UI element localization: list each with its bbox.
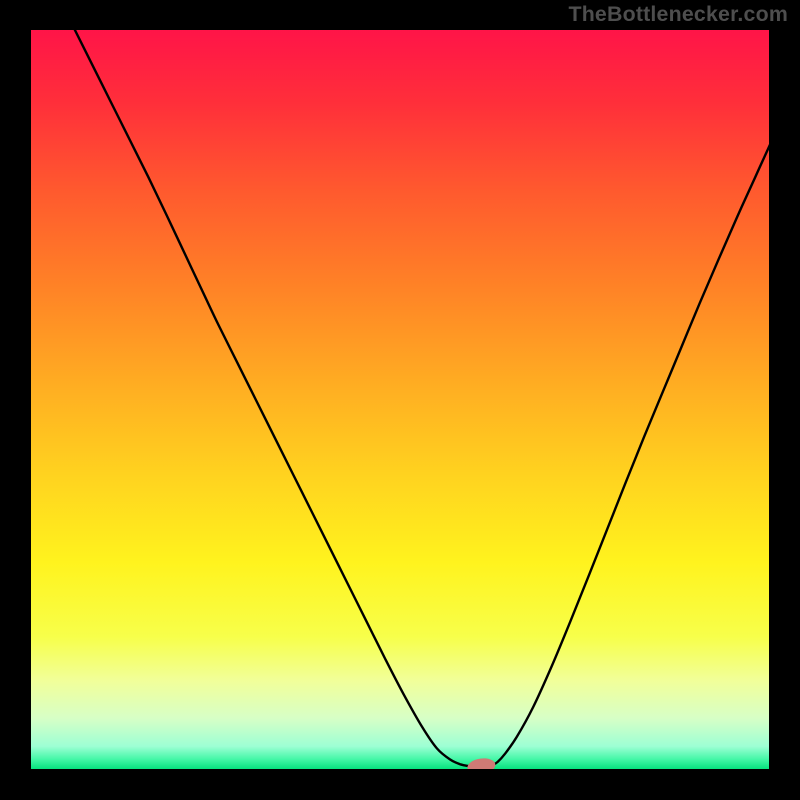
bottleneck-chart: TheBottlenecker.com — [0, 0, 800, 800]
watermark-text: TheBottlenecker.com — [568, 2, 788, 27]
chart-svg — [0, 0, 800, 800]
